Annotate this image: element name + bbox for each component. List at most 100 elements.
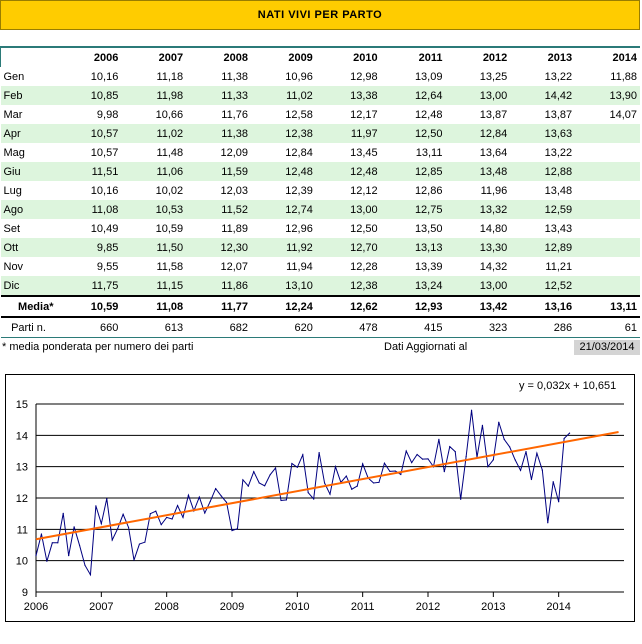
value-cell: 11,75 bbox=[56, 276, 122, 296]
value-cell: 11,96 bbox=[445, 181, 511, 200]
value-cell: 12,48 bbox=[250, 162, 316, 181]
value-cell: 12,12 bbox=[315, 181, 381, 200]
value-cell: 10,59 bbox=[121, 219, 187, 238]
data-point bbox=[547, 522, 549, 524]
data-point bbox=[258, 482, 260, 484]
value-cell: 12,48 bbox=[380, 105, 446, 124]
value-cell: 13,22 bbox=[510, 67, 576, 86]
value-cell bbox=[575, 257, 640, 276]
table-row: Gen 10,16 11,18 11,38 10,96 12,98 13,09 13,25 13… bbox=[0, 67, 640, 86]
value-cell: 13,38 bbox=[315, 86, 381, 105]
value-cell: 13,32 bbox=[445, 200, 511, 219]
y-tick-label: 15 bbox=[16, 399, 28, 411]
data-point bbox=[351, 488, 353, 490]
value-cell: 12,88 bbox=[510, 162, 576, 181]
data-point bbox=[73, 526, 75, 528]
month-label: Lug bbox=[0, 181, 57, 200]
year-header: 2012 bbox=[445, 46, 511, 67]
month-label: Nov bbox=[0, 257, 57, 276]
mid-row-cell: 11,08 bbox=[121, 295, 187, 318]
month-label: Gen bbox=[0, 67, 57, 86]
value-cell: 11,50 bbox=[121, 238, 187, 257]
value-cell: 10,02 bbox=[121, 181, 187, 200]
value-cell: 11,38 bbox=[186, 124, 251, 143]
data-point bbox=[264, 485, 266, 487]
data-point bbox=[465, 456, 467, 458]
value-cell: 10,57 bbox=[56, 143, 122, 162]
table-row: Feb 10,85 11,98 11,33 11,02 13,38 12,64 13,00 14… bbox=[0, 86, 640, 105]
data-point bbox=[46, 560, 48, 562]
data-point bbox=[220, 495, 222, 497]
month-label: Set bbox=[0, 219, 57, 238]
updated-label: Dati Aggiornati al bbox=[384, 341, 468, 353]
value-cell: 13,24 bbox=[380, 276, 446, 296]
year-header: 2014 bbox=[575, 46, 640, 67]
value-cell: 12,48 bbox=[315, 162, 381, 181]
value-cell: 12,50 bbox=[380, 124, 446, 143]
value-cell: 13,09 bbox=[380, 67, 446, 86]
data-point bbox=[558, 501, 560, 503]
parti-row-cell: 415 bbox=[380, 317, 446, 338]
table-row: Dic 11,75 11,15 11,86 13,10 12,38 13,24 13,00 12… bbox=[0, 276, 640, 296]
data-point bbox=[438, 438, 440, 441]
value-cell: 13,64 bbox=[445, 143, 511, 162]
updated-date: 21/03/2014 bbox=[574, 340, 640, 355]
data-point bbox=[323, 482, 326, 484]
x-tick-label: 2011 bbox=[351, 601, 375, 613]
data-point bbox=[411, 461, 413, 464]
data-point bbox=[378, 481, 380, 483]
x-tick-label: 2012 bbox=[416, 601, 440, 613]
month-label: Feb bbox=[0, 86, 57, 105]
value-cell: 13,30 bbox=[445, 238, 511, 257]
table-row: Ago 11,08 10,53 11,52 12,74 13,00 12,75 13,32 12… bbox=[0, 200, 640, 219]
value-cell: 14,07 bbox=[575, 105, 640, 124]
parti-row-cell: 61 bbox=[575, 317, 640, 338]
data-point bbox=[536, 452, 538, 454]
data-point bbox=[204, 512, 206, 514]
y-tick-label: 9 bbox=[22, 587, 28, 599]
value-cell: 11,59 bbox=[186, 162, 251, 181]
data-point bbox=[345, 475, 347, 477]
data-point bbox=[187, 494, 190, 496]
value-cell: 12,84 bbox=[445, 124, 511, 143]
y-tick-label: 11 bbox=[17, 524, 28, 536]
value-cell: 10,16 bbox=[56, 181, 122, 200]
data-point bbox=[449, 446, 451, 448]
value-cell: 14,80 bbox=[445, 219, 511, 238]
value-cell bbox=[575, 276, 640, 296]
corner-cell bbox=[0, 46, 57, 67]
year-header: 2009 bbox=[250, 46, 316, 67]
mid-row-label: Media* bbox=[0, 295, 57, 318]
data-point bbox=[171, 518, 173, 520]
value-cell: 12,75 bbox=[380, 200, 446, 219]
data-point bbox=[525, 451, 527, 453]
value-cell: 11,18 bbox=[121, 67, 187, 86]
value-cell: 12,85 bbox=[380, 162, 446, 181]
year-header: 2010 bbox=[315, 46, 381, 67]
mid-row-cell: 13,11 bbox=[575, 295, 640, 318]
trend-equation: y = 0,032x + 10,651 bbox=[519, 380, 617, 392]
value-cell: 11,97 bbox=[315, 124, 381, 143]
value-cell: 14,42 bbox=[510, 86, 576, 105]
data-table: 2006 2007 2008 2009 2010 2011 2012 2013 2014 Gen… bbox=[0, 46, 640, 338]
year-header: 2006 bbox=[56, 46, 122, 67]
data-point bbox=[405, 450, 407, 452]
value-cell: 13,48 bbox=[510, 181, 576, 200]
value-cell: 12,07 bbox=[186, 257, 251, 276]
value-cell: 12,50 bbox=[315, 219, 381, 238]
value-cell: 14,32 bbox=[445, 257, 511, 276]
data-point bbox=[541, 469, 543, 471]
data-point bbox=[269, 474, 271, 476]
x-tick-label: 2007 bbox=[89, 601, 113, 613]
data-point bbox=[149, 513, 151, 515]
data-point bbox=[318, 451, 320, 454]
page-title: NATI VIVI PER PARTO bbox=[0, 0, 640, 30]
value-cell: 11,48 bbox=[121, 143, 187, 162]
data-point bbox=[514, 459, 516, 461]
data-point bbox=[552, 481, 554, 483]
data-point bbox=[89, 574, 92, 576]
value-cell bbox=[575, 124, 640, 143]
value-cell: 11,15 bbox=[121, 276, 187, 296]
x-tick-label: 2006 bbox=[24, 601, 48, 613]
data-point bbox=[416, 453, 418, 456]
